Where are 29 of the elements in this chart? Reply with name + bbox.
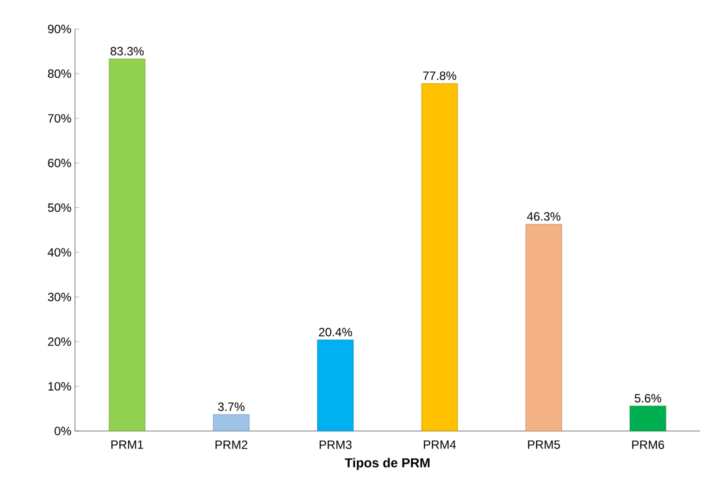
y-tick-label: 50%: [48, 203, 72, 212]
data-label: 5.6%: [634, 394, 662, 402]
bar: [213, 414, 250, 432]
data-label: 3.7%: [218, 402, 245, 411]
y-tick-label: 80%: [48, 69, 72, 78]
x-tick-label: PRM1: [111, 440, 144, 449]
data-label: 20.4%: [319, 328, 352, 336]
x-tick-label: PRM6: [632, 440, 664, 450]
x-tick-label: PRM4: [424, 440, 456, 449]
bar: [421, 83, 458, 432]
x-tick-label: PRM3: [320, 440, 352, 450]
data-label: 83.3%: [110, 46, 144, 56]
y-tick-label: 30%: [48, 292, 72, 302]
bar: [526, 224, 562, 432]
bar: [108, 58, 146, 432]
y-tick-label: 60%: [48, 158, 72, 168]
y-tick-label: 40%: [48, 248, 72, 257]
y-tick-label: 90%: [48, 24, 72, 34]
data-label: 77.8%: [423, 71, 456, 80]
y-tick-label: 0%: [54, 426, 72, 436]
y-tick-label: 70%: [48, 114, 72, 123]
bar: [317, 340, 354, 432]
x-tick-label: PRM2: [216, 440, 248, 449]
bar: [630, 406, 666, 432]
x-axis-title: Tipos de PRM: [344, 458, 430, 470]
x-tick-label: PRM5: [528, 440, 560, 449]
y-tick-label: 20%: [48, 337, 72, 346]
data-label: 46.3%: [527, 212, 560, 221]
y-tick-label: 10%: [48, 382, 72, 391]
